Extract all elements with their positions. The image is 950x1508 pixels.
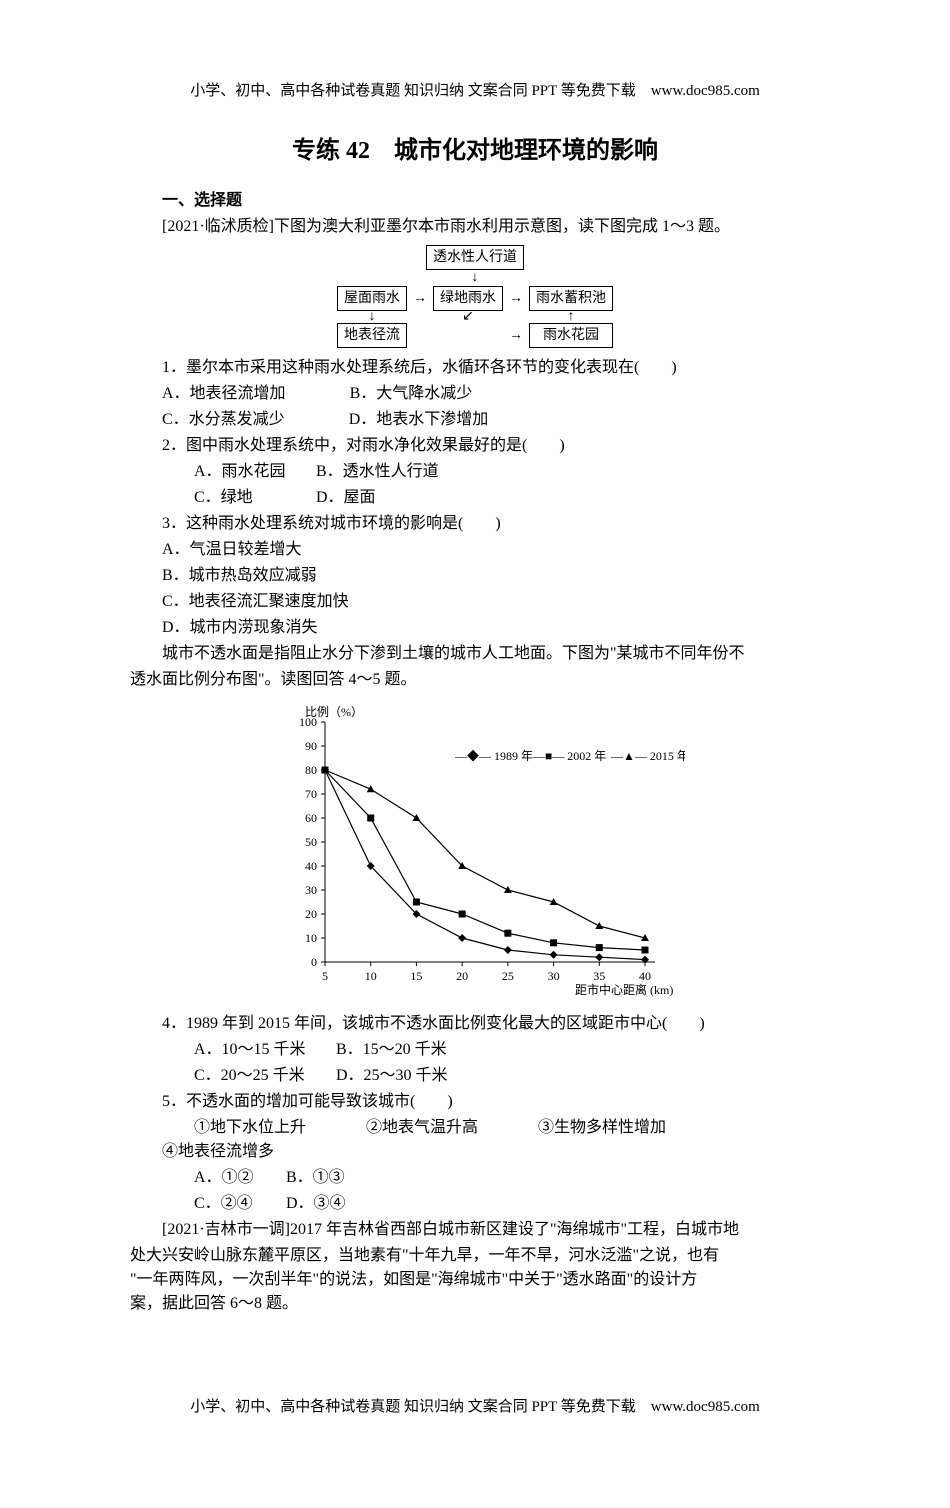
flow-node-storage-pond: 雨水蓄积池 <box>529 286 613 311</box>
svg-text:15: 15 <box>410 969 422 983</box>
svg-text:20: 20 <box>305 907 317 921</box>
page-footer: 小学、初中、高中各种试卷真题 知识归纳 文案合同 PPT 等免费下载 www.d… <box>130 1396 820 1419</box>
flow-node-rain-garden: 雨水花园 <box>529 323 613 348</box>
svg-text:20: 20 <box>456 969 468 983</box>
flow-node-permeable-sidewalk: 透水性人行道 <box>426 245 524 270</box>
arrow-right-icon: → <box>413 288 427 309</box>
svg-text:10: 10 <box>305 931 317 945</box>
series-2015 <box>321 766 649 941</box>
svg-text:—▲— 2015 年: —▲— 2015 年 <box>610 749 685 763</box>
svg-text:90: 90 <box>305 739 317 753</box>
arrow-right-icon: → <box>509 288 523 309</box>
option-4A: A．10～15 千米 <box>162 1038 332 1062</box>
option-4C: C．20～25 千米 <box>162 1064 332 1088</box>
svg-text:40: 40 <box>639 969 651 983</box>
svg-text:30: 30 <box>548 969 560 983</box>
question-5-options-row1: A．①② B．①③ <box>130 1166 820 1190</box>
intro-3d: 案，据此回答 6～8 题。 <box>130 1292 820 1316</box>
y-ticks: 0 10 20 30 40 50 60 70 80 90 100 <box>299 715 325 969</box>
flow-node-surface-runoff: 地表径流 <box>337 323 407 348</box>
option-3B: B．城市热岛效应减弱 <box>130 564 820 588</box>
svg-text:5: 5 <box>322 969 328 983</box>
chart-legend: —◆— 1989 年—■— 2002 年 —▲— 2015 年 <box>454 749 685 763</box>
svg-text:60: 60 <box>305 811 317 825</box>
stmt-4: ④地表径流增多 <box>130 1140 274 1164</box>
series-1989 <box>321 766 649 964</box>
intro-3c: "一年两阵风，一次刮半年"的说法，如图是"海绵城市"中关于"透水路面"的设计方 <box>130 1268 820 1292</box>
arrow-right-icon: → <box>509 325 523 346</box>
option-2A: A．雨水花园 <box>162 460 312 484</box>
intro-3a: [2021·吉林市一调]2017 年吉林省西部白城市新区建设了"海绵城市"工程，… <box>130 1218 820 1242</box>
intro-1: [2021·临沭质检]下图为澳大利亚墨尔本市雨水利用示意图，读下图完成 1～3 … <box>130 215 820 239</box>
arrow-down-icon: ↓ <box>472 272 479 284</box>
question-5-statements: ①地下水位上升 ②地表气温升高 ③生物多样性增加 ④地表径流增多 <box>130 1116 820 1164</box>
svg-text:70: 70 <box>305 787 317 801</box>
svg-text:80: 80 <box>305 763 317 777</box>
svg-text:30: 30 <box>305 883 317 897</box>
option-1C: C．水分蒸发减少 <box>162 411 285 428</box>
option-1B: B．大气降水减少 <box>350 385 473 402</box>
svg-text:35: 35 <box>593 969 605 983</box>
intro-2b: 透水面比例分布图"。读图回答 4～5 题。 <box>130 668 820 692</box>
section-heading: 一、选择题 <box>130 189 820 213</box>
option-2C: C．绿地 <box>162 486 312 510</box>
svg-text:100: 100 <box>299 715 317 729</box>
option-2B: B．透水性人行道 <box>316 463 439 480</box>
question-1-options-row1: A．地表径流增加 B．大气降水减少 <box>130 382 820 406</box>
option-3A: A．气温日较差增大 <box>130 538 820 562</box>
option-4B: B．15～20 千米 <box>336 1041 447 1058</box>
question-5-stem: 5．不透水面的增加可能导致该城市( ) <box>130 1090 820 1114</box>
stmt-1: ①地下水位上升 <box>162 1116 306 1140</box>
flow-node-roof-rain: 屋面雨水 <box>337 286 407 311</box>
flow-node-green-rain: 绿地雨水 <box>433 286 503 311</box>
question-5-options-row2: C．②④ D．③④ <box>130 1192 820 1216</box>
question-4-stem: 4．1989 年到 2015 年间，该城市不透水面比例变化最大的区域距市中心( … <box>130 1012 820 1036</box>
question-1-options-row2: C．水分蒸发减少 D．地表水下渗增加 <box>130 408 820 432</box>
svg-text:25: 25 <box>502 969 514 983</box>
arrow-up-icon: ↑ <box>529 311 613 323</box>
arrow-up-diag-icon: ↙ <box>433 311 503 323</box>
stmt-2: ②地表气温升高 <box>334 1116 478 1140</box>
option-2D: D．屋面 <box>316 489 376 506</box>
question-2-options-row2: C．绿地 D．屋面 <box>130 486 820 510</box>
svg-text:—◆— 1989 年: —◆— 1989 年 <box>454 749 533 763</box>
option-1D: D．地表水下渗增加 <box>349 411 489 428</box>
question-2-options-row1: A．雨水花园 B．透水性人行道 <box>130 460 820 484</box>
svg-text:10: 10 <box>365 969 377 983</box>
svg-text:40: 40 <box>305 859 317 873</box>
option-4D: D．25～30 千米 <box>336 1067 448 1084</box>
question-1-stem: 1．墨尔本市采用这种雨水处理系统后，水循环各环节的变化表现在( ) <box>130 356 820 380</box>
rainwater-flowchart: 透水性人行道 ↓ 屋面雨水 → 绿地雨水 → 雨水蓄积池 ↓ ↙ ↑ 地表径流 … <box>310 245 640 348</box>
question-4-options-row1: A．10～15 千米 B．15～20 千米 <box>130 1038 820 1062</box>
intro-3b: 处大兴安岭山脉东麓平原区，当地素有"十年九旱，一年不旱，河水泛滥"之说，也有 <box>130 1244 820 1268</box>
svg-text:—■— 2002 年: —■— 2002 年 <box>532 749 606 763</box>
svg-text:0: 0 <box>311 955 317 969</box>
page-header: 小学、初中、高中各种试卷真题 知识归纳 文案合同 PPT 等免费下载 www.d… <box>130 80 820 103</box>
page-title: 专练 42 城市化对地理环境的影响 <box>130 133 820 169</box>
option-3D: D．城市内涝现象消失 <box>130 616 820 640</box>
question-2-stem: 2．图中雨水处理系统中，对雨水净化效果最好的是( ) <box>130 434 820 458</box>
svg-text:50: 50 <box>305 835 317 849</box>
question-4-options-row2: C．20～25 千米 D．25～30 千米 <box>130 1064 820 1088</box>
impervious-surface-chart: 比例（%） 0102030405060708090100 51015202530… <box>265 702 685 1002</box>
option-1A: A．地表径流增加 <box>162 385 286 402</box>
x-ticks: 5 10 15 20 25 30 35 40 <box>322 962 651 983</box>
stmt-3: ③生物多样性增加 <box>506 1116 666 1140</box>
option-5B: B．①③ <box>286 1169 345 1186</box>
option-3C: C．地表径流汇聚速度加快 <box>130 590 820 614</box>
intro-2a: 城市不透水面是指阻止水分下渗到土壤的城市人工地面。下图为"某城市不同年份不 <box>130 642 820 666</box>
option-5D: D．③④ <box>286 1195 346 1212</box>
question-3-stem: 3．这种雨水处理系统对城市环境的影响是( ) <box>130 512 820 536</box>
arrow-down-icon: ↓ <box>337 311 407 323</box>
x-axis-label: 距市中心距离 (km) <box>575 982 673 997</box>
option-5A: A．①② <box>162 1166 282 1190</box>
option-5C: C．②④ <box>162 1192 282 1216</box>
